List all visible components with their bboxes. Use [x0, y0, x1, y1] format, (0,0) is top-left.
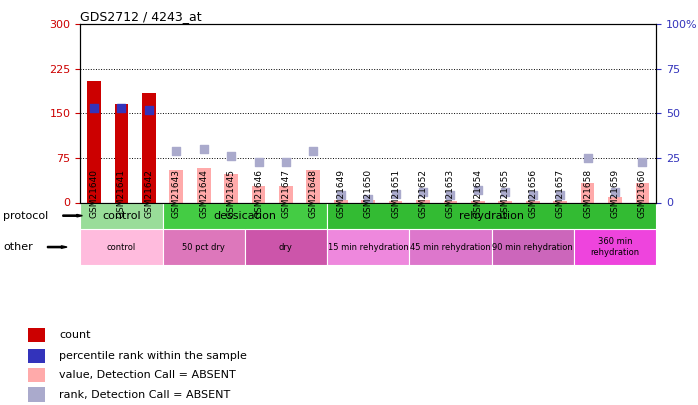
Bar	[163, 202, 327, 229]
Bar	[526, 201, 540, 202]
Text: GSM21657: GSM21657	[556, 169, 565, 218]
Bar	[362, 200, 375, 202]
Text: GSM21652: GSM21652	[419, 169, 428, 218]
Bar	[28, 328, 45, 342]
Bar	[28, 387, 45, 402]
Text: GSM21641: GSM21641	[117, 169, 126, 218]
Text: rank, Detection Call = ABSENT: rank, Detection Call = ABSENT	[59, 390, 230, 399]
Point	[363, 196, 374, 202]
Bar	[581, 183, 595, 202]
Bar	[28, 368, 45, 382]
Bar	[114, 104, 128, 202]
Bar	[444, 201, 457, 202]
Bar	[28, 349, 45, 363]
Text: GDS2712 / 4243_at: GDS2712 / 4243_at	[80, 10, 202, 23]
Point	[281, 158, 292, 165]
Bar	[498, 201, 512, 202]
Bar	[327, 202, 656, 229]
Point	[253, 158, 264, 165]
Bar	[306, 170, 320, 202]
Bar	[327, 229, 409, 265]
Bar	[636, 183, 649, 202]
Text: rehydration: rehydration	[459, 211, 524, 221]
Point	[527, 192, 538, 198]
Bar	[279, 186, 292, 202]
Text: 360 min
rehydration: 360 min rehydration	[591, 237, 639, 257]
Point	[582, 155, 593, 161]
Bar	[409, 229, 491, 265]
Bar	[252, 186, 265, 202]
Bar	[334, 200, 348, 202]
Bar	[574, 229, 656, 265]
Text: GSM21659: GSM21659	[611, 169, 620, 218]
Point	[473, 187, 484, 193]
Text: GSM21650: GSM21650	[364, 169, 373, 218]
Point	[170, 147, 181, 154]
Text: value, Detection Call = ABSENT: value, Detection Call = ABSENT	[59, 370, 236, 380]
Text: GSM21660: GSM21660	[638, 169, 647, 218]
Bar	[80, 202, 163, 229]
Text: GSM21653: GSM21653	[446, 169, 455, 218]
Text: GSM21655: GSM21655	[500, 169, 510, 218]
Text: other: other	[3, 242, 34, 252]
Text: GSM21640: GSM21640	[89, 169, 98, 218]
Bar	[87, 81, 101, 202]
Text: GSM21643: GSM21643	[172, 169, 181, 218]
Text: control: control	[107, 243, 136, 252]
Text: GSM21648: GSM21648	[309, 169, 318, 218]
Text: 15 min rehydration: 15 min rehydration	[328, 243, 408, 252]
Text: dry: dry	[279, 243, 293, 252]
Text: percentile rank within the sample: percentile rank within the sample	[59, 351, 247, 361]
Bar	[608, 196, 622, 202]
Point	[417, 189, 429, 195]
Point	[445, 192, 456, 198]
Text: control: control	[102, 211, 141, 221]
Point	[335, 192, 346, 198]
Bar	[491, 229, 574, 265]
Text: GSM21642: GSM21642	[144, 169, 154, 218]
Point	[554, 192, 565, 198]
Text: 90 min rehydration: 90 min rehydration	[492, 243, 573, 252]
Bar	[245, 229, 327, 265]
Bar	[554, 201, 567, 202]
Point	[143, 107, 154, 113]
Bar	[224, 174, 238, 202]
Text: GSM21651: GSM21651	[391, 169, 400, 218]
Point	[609, 189, 621, 195]
Text: GSM21658: GSM21658	[583, 169, 592, 218]
Bar	[163, 229, 245, 265]
Text: GSM21647: GSM21647	[281, 169, 290, 218]
Text: GSM21645: GSM21645	[227, 169, 236, 218]
Text: GSM21654: GSM21654	[473, 169, 482, 218]
Point	[308, 147, 319, 154]
Bar	[80, 229, 163, 265]
Bar	[170, 170, 183, 202]
Text: GSM21649: GSM21649	[336, 169, 346, 218]
Bar	[197, 168, 211, 202]
Bar	[389, 201, 403, 202]
Point	[225, 153, 237, 160]
Text: GSM21644: GSM21644	[199, 169, 208, 218]
Bar	[142, 93, 156, 202]
Text: count: count	[59, 330, 91, 340]
Point	[116, 105, 127, 111]
Point	[390, 190, 401, 197]
Point	[89, 105, 100, 111]
Bar	[471, 201, 484, 202]
Point	[637, 158, 648, 165]
Point	[500, 189, 511, 195]
Text: 45 min rehydration: 45 min rehydration	[410, 243, 491, 252]
Bar	[416, 200, 430, 202]
Text: protocol: protocol	[3, 211, 49, 221]
Text: 50 pct dry: 50 pct dry	[182, 243, 225, 252]
Text: dessication: dessication	[214, 211, 276, 221]
Text: GSM21656: GSM21656	[528, 169, 537, 218]
Text: GSM21646: GSM21646	[254, 169, 263, 218]
Point	[198, 146, 209, 152]
